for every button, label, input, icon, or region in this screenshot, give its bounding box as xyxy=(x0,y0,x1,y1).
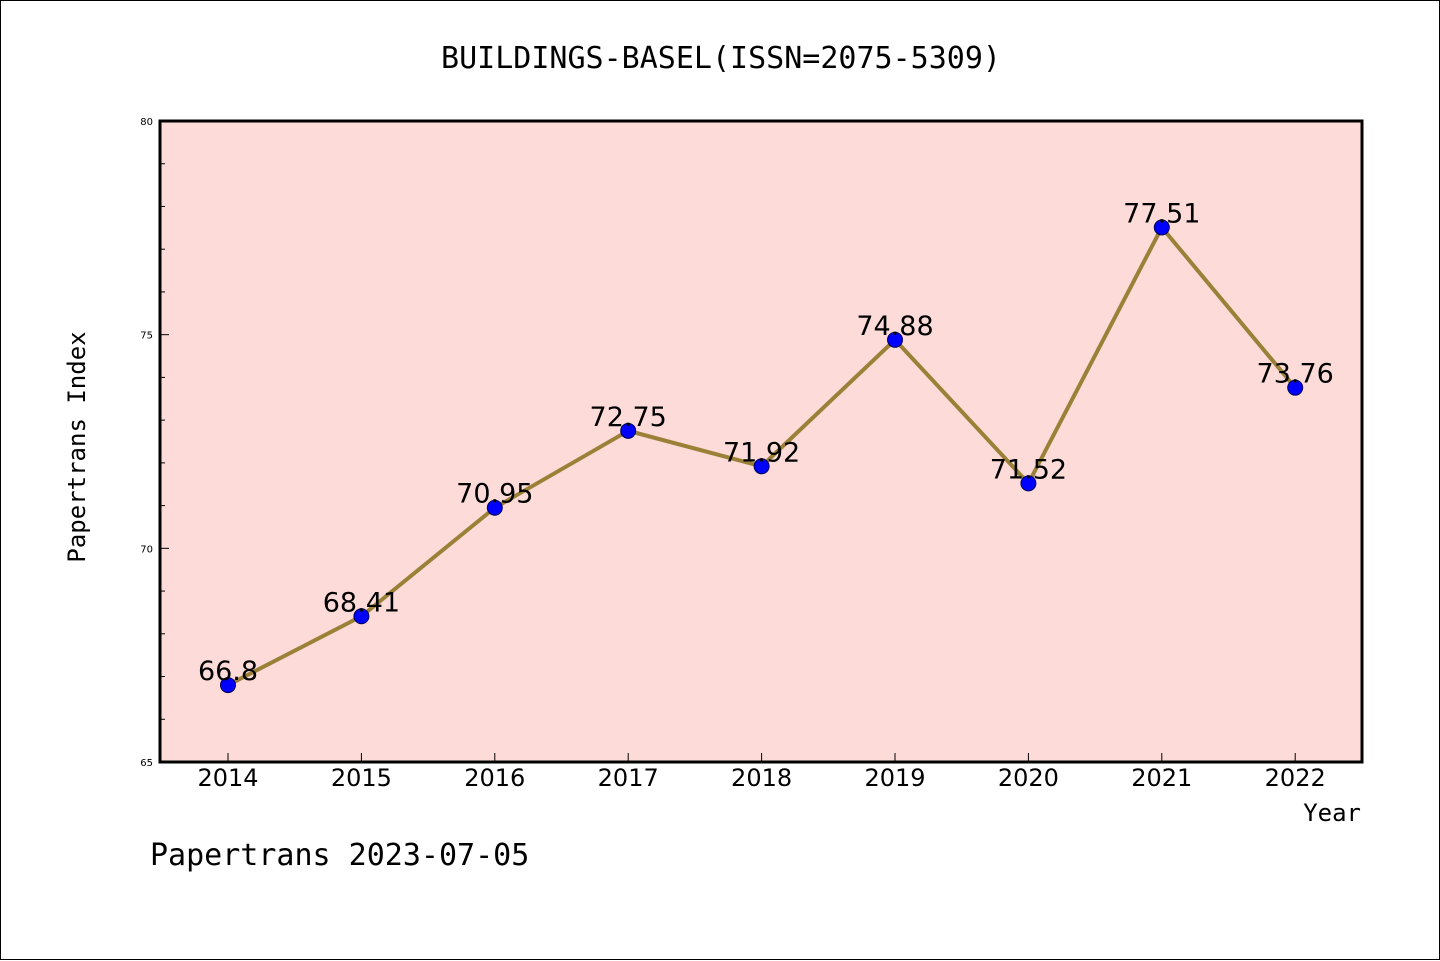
data-point xyxy=(1153,219,1170,236)
x-tick-label: 2020 xyxy=(998,764,1059,792)
y-tick-label: 65 xyxy=(140,758,153,769)
data-label: 70.95 xyxy=(456,479,533,510)
chart-title: BUILDINGS-BASEL(ISSN=2075-5309) xyxy=(441,41,1001,76)
data-label: 68.41 xyxy=(323,587,400,618)
data-label: 71.52 xyxy=(990,454,1067,485)
x-tick-label: 2016 xyxy=(464,764,525,792)
x-tick-label: 2022 xyxy=(1265,764,1326,792)
data-point xyxy=(1287,379,1304,396)
x-tick-label: 2017 xyxy=(598,764,659,792)
data-point xyxy=(486,499,503,516)
data-point xyxy=(620,422,637,439)
x-tick-label: 2015 xyxy=(331,764,392,792)
footer-text: Papertrans 2023-07-05 xyxy=(150,838,529,873)
data-label: 72.75 xyxy=(590,402,667,433)
data-label: 73.76 xyxy=(1257,359,1334,390)
x-axis: 2014 2015 2016 2017 2018 2019 2020 2021 2022 xyxy=(197,753,1326,792)
data-label: 74.88 xyxy=(856,311,933,342)
data-label: 66.8 xyxy=(198,656,258,687)
data-point xyxy=(220,677,236,694)
x-tick-label: 2021 xyxy=(1131,764,1192,792)
y-tick-label: 70 xyxy=(140,544,153,555)
plot-border xyxy=(158,119,1364,764)
y-tick-label: 80 xyxy=(140,117,153,128)
x-tick-label: 2018 xyxy=(731,764,792,792)
data-label: 77.51 xyxy=(1123,198,1200,229)
data-point xyxy=(353,608,370,625)
y-tick-label: 75 xyxy=(140,331,153,342)
series-layer xyxy=(220,219,1304,694)
data-label-layer: 66.8 68.41 70.95 72.75 71.92 74.88 71.52 77.51 7… xyxy=(198,198,1334,687)
x-tick-label: 2019 xyxy=(864,764,925,792)
data-label: 71.92 xyxy=(723,437,800,468)
x-tick-label: 2014 xyxy=(197,764,258,792)
y-axis-label: Papertrans Index xyxy=(63,331,91,562)
x-axis-label: Year xyxy=(1303,799,1361,827)
data-point xyxy=(1020,475,1037,492)
data-point xyxy=(887,331,903,348)
data-point xyxy=(753,458,770,475)
